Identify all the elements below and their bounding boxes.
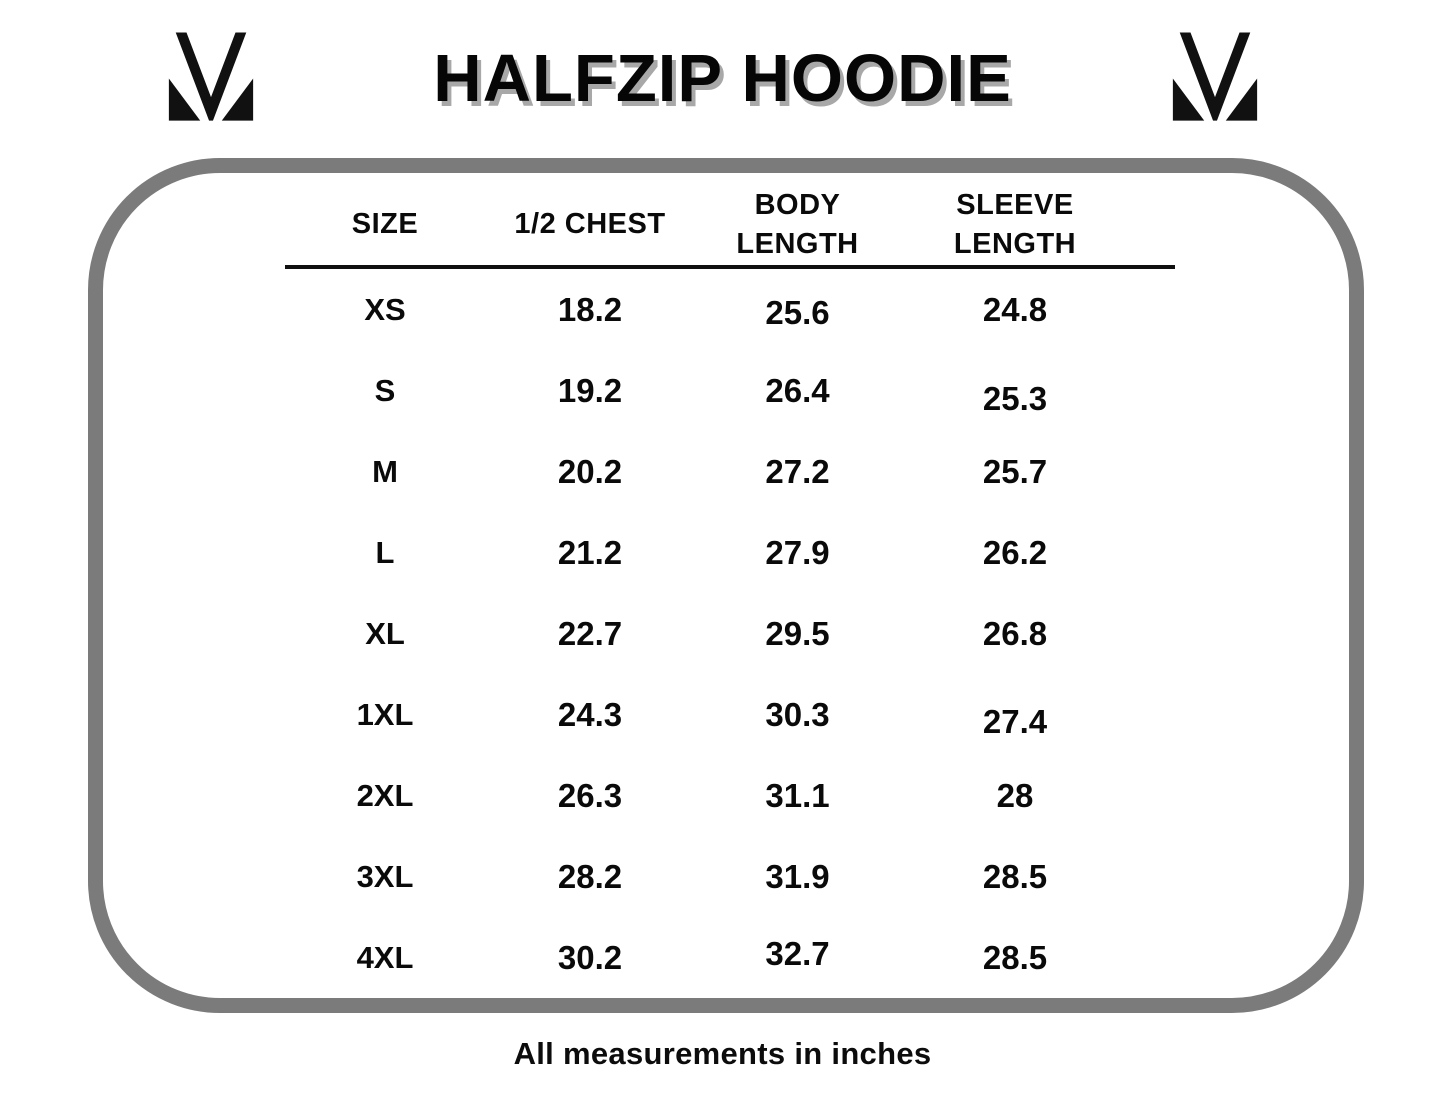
column-header-label: SIZE xyxy=(351,208,419,241)
page-title: HALFZIP HOODIE xyxy=(433,41,1012,116)
size-cell: 2XL xyxy=(356,777,414,813)
measurement-cell: 27.4 xyxy=(982,702,1048,740)
measurement-cell: 31.1 xyxy=(765,776,830,814)
table-row: S 19.2 26.4 25.3 xyxy=(285,350,1175,431)
table-header-row: SIZE 1/2 CHEST BODY LENGTH SLEEVE LENGTH xyxy=(285,186,1175,264)
header-divider-line xyxy=(285,265,1175,269)
column-header-size: SIZE xyxy=(285,186,485,264)
rounded-frame xyxy=(88,158,1364,1013)
measurement-cell: 25.7 xyxy=(982,452,1048,490)
measurement-cell: 32.7 xyxy=(765,934,830,972)
measurement-cell: 26.8 xyxy=(982,614,1048,652)
table-row: M 20.2 27.2 25.7 xyxy=(285,431,1175,512)
measurement-cell: 24.3 xyxy=(557,695,623,733)
measurement-cell: 28.5 xyxy=(982,938,1048,976)
column-header-label: SLEEVE LENGTH xyxy=(953,188,1077,260)
table-row: XS 18.2 25.6 24.8 xyxy=(285,269,1175,350)
size-cell: XS xyxy=(364,291,406,327)
measurement-cell: 28.5 xyxy=(982,857,1048,895)
size-cell: 4XL xyxy=(356,939,414,975)
measurement-cell: 31.9 xyxy=(765,857,830,895)
column-header-label: 1/2 CHEST xyxy=(514,208,666,241)
column-header-sleeve-length: SLEEVE LENGTH xyxy=(900,186,1130,264)
table-row: XL 22.7 29.5 26.8 xyxy=(285,593,1175,674)
measurement-cell: 26.4 xyxy=(765,371,830,409)
measurement-cell: 20.2 xyxy=(557,452,623,490)
measurement-cell: 18.2 xyxy=(557,290,623,328)
measurement-cell: 26.2 xyxy=(982,533,1048,571)
column-header-body-length: BODY LENGTH xyxy=(695,186,900,264)
table-row: 1XL 24.3 30.3 27.4 xyxy=(285,674,1175,755)
table-row: L 21.2 27.9 26.2 xyxy=(285,512,1175,593)
size-cell: L xyxy=(375,534,395,570)
measurement-cell: 21.2 xyxy=(557,533,623,571)
measurement-cell: 28.2 xyxy=(557,857,623,895)
size-cell: XL xyxy=(365,615,405,651)
measurement-cell: 30.2 xyxy=(557,938,623,976)
brand-m-monogram-icon xyxy=(1166,29,1264,128)
measurement-cell: 27.2 xyxy=(765,452,830,490)
size-cell: 3XL xyxy=(356,858,414,894)
measurements-note: All measurements in inches xyxy=(513,1036,932,1071)
measurement-cell: 22.7 xyxy=(557,614,623,652)
size-cell: 1XL xyxy=(356,696,414,732)
brand-m-monogram-icon xyxy=(162,29,260,128)
measurement-cell: 30.3 xyxy=(765,695,830,733)
table-row: 3XL 28.2 31.9 28.5 xyxy=(285,836,1175,917)
size-cell: M xyxy=(372,453,398,489)
measurement-cell: 28 xyxy=(996,776,1034,814)
measurement-cell: 27.9 xyxy=(765,533,830,571)
column-header-label: BODY LENGTH xyxy=(736,188,859,260)
measurement-cell: 25.3 xyxy=(982,379,1048,417)
table-row: 4XL 30.2 32.7 28.5 xyxy=(285,917,1175,998)
size-table-body: XS 18.2 25.6 24.8 S 19.2 26.4 25.3 M 20.2 27.2 25.7… xyxy=(285,269,1175,998)
size-cell: S xyxy=(374,372,396,408)
measurement-cell: 26.3 xyxy=(557,776,623,814)
measurement-cell: 19.2 xyxy=(557,371,623,409)
measurement-cell: 24.8 xyxy=(982,290,1048,328)
table-row: 2XL 26.3 31.1 28 xyxy=(285,755,1175,836)
measurement-cell: 29.5 xyxy=(765,614,830,652)
measurement-cell: 25.6 xyxy=(765,293,830,331)
column-header-1-2-chest: 1/2 CHEST xyxy=(485,186,695,264)
